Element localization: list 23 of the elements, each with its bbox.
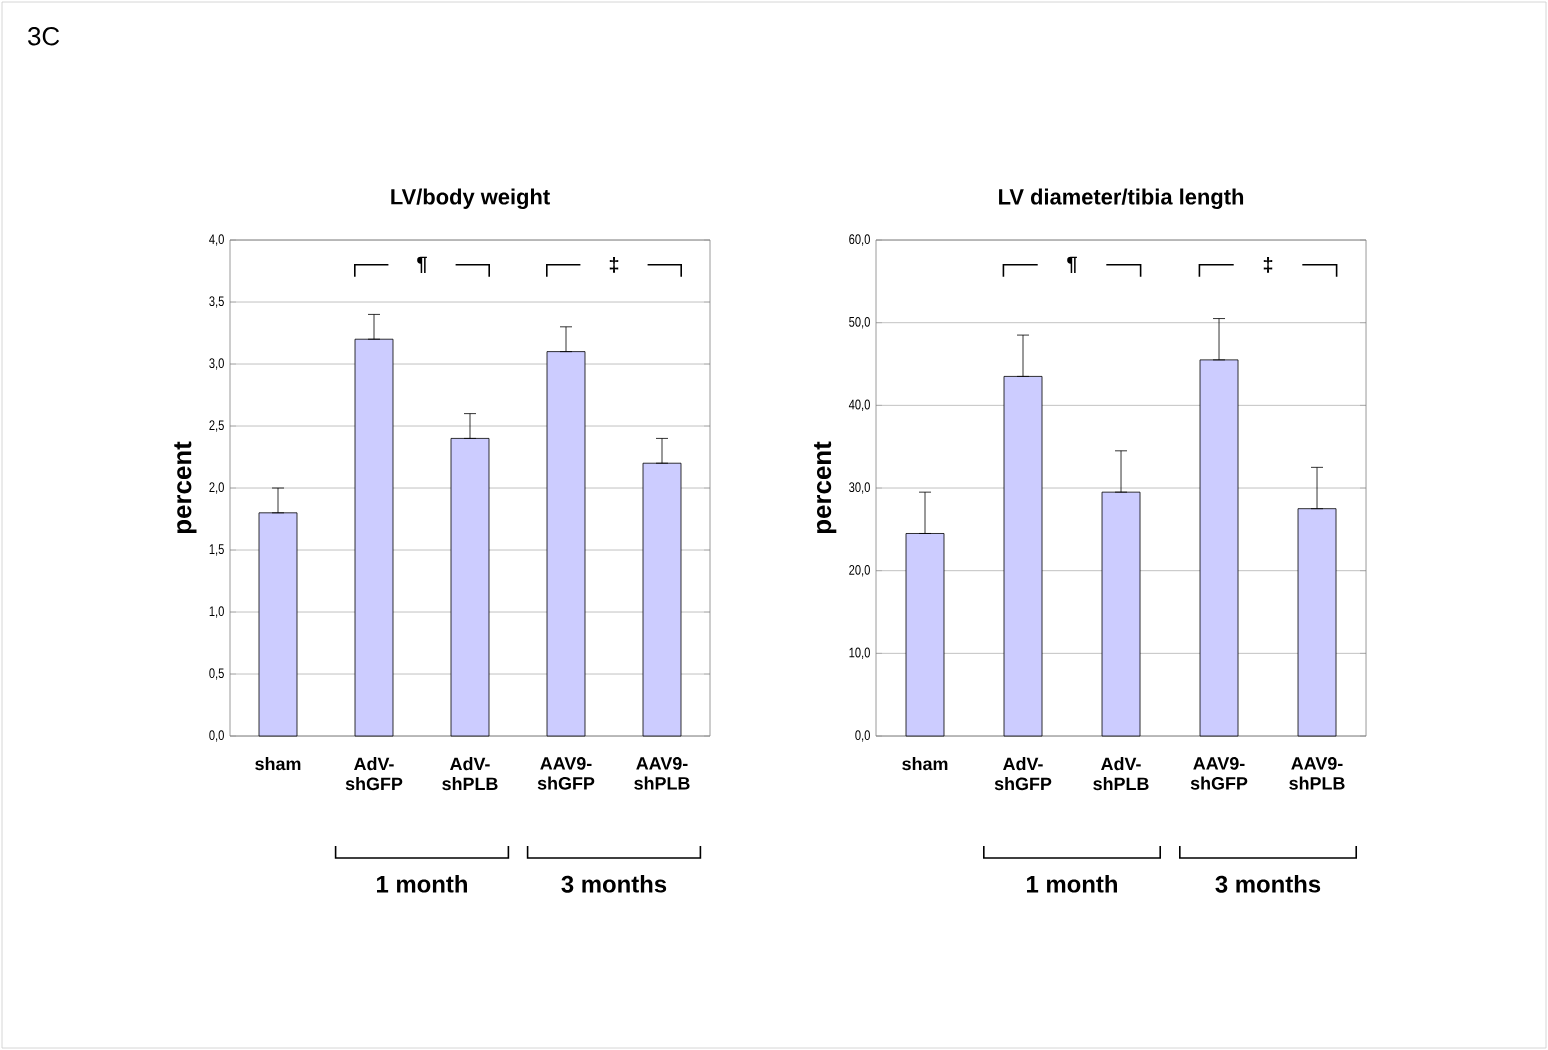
x-tick-label: AAV9-shGFP <box>1190 757 1248 790</box>
x-tick-label: AdV-shGFP <box>345 757 403 791</box>
y-axis-title: percent <box>174 441 197 534</box>
text: 3 months <box>561 875 667 893</box>
x-tick-label: AAV9-shPLB <box>634 757 690 790</box>
text: 3C <box>28 27 60 46</box>
x-tick-label: sham <box>902 757 948 771</box>
chart-title: LV diameter/tibia length <box>999 188 1244 210</box>
x-tick-label: AAV9-shGFP <box>537 757 595 790</box>
text: 3 months <box>1215 875 1321 893</box>
x-tick-label: AdV-shGFP <box>994 757 1052 791</box>
annotation: ‡ <box>1263 256 1273 273</box>
y-axis-title: percent <box>814 441 837 534</box>
chart-title: LV/body weight <box>391 188 550 210</box>
text: 1 month <box>377 875 467 893</box>
annotation: ¶ <box>1067 256 1077 273</box>
x-tick-label: AdV-shPLB <box>1093 757 1149 791</box>
annotation: ‡ <box>609 256 619 273</box>
x-tick-label: AdV-shPLB <box>442 757 498 791</box>
x-tick-label: sham <box>255 757 301 771</box>
text: 1 month <box>1027 875 1117 893</box>
x-tick-label: AAV9-shPLB <box>1289 757 1345 790</box>
annotation: ¶ <box>417 256 427 273</box>
